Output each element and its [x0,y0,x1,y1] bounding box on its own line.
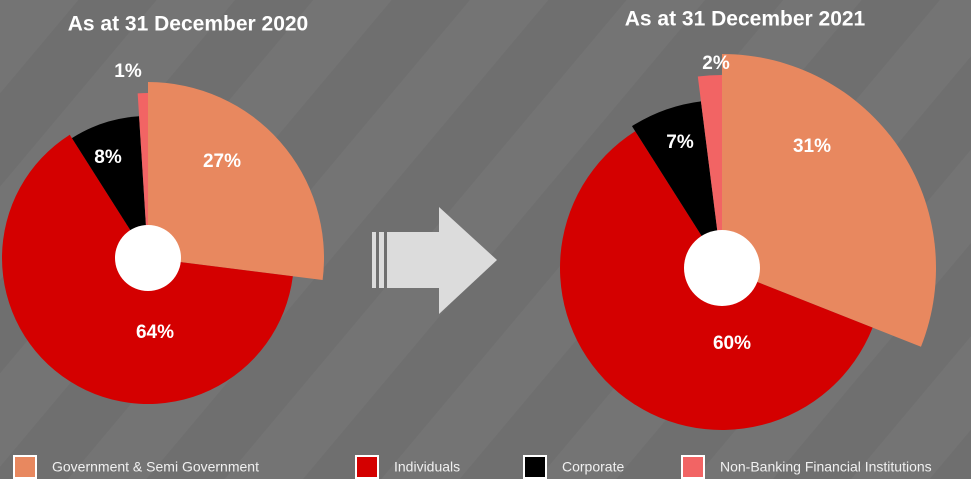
legend-swatch [355,455,379,479]
legend-swatch [13,455,37,479]
legend-swatch [681,455,705,479]
legend-label: Corporate [562,459,624,475]
data-label: 60% [713,333,751,354]
legend-swatch [523,455,547,479]
data-label: 8% [94,147,122,168]
legend-label: Non-Banking Financial Institutions [720,459,932,475]
arrow [372,207,497,314]
data-label: 1% [114,61,142,82]
chart-title: As at 31 December 2020 [68,13,309,36]
data-label: 31% [793,136,831,157]
pie-slice [71,116,148,258]
data-label: 27% [203,151,241,172]
chart-title: As at 31 December 2021 [625,8,866,31]
pie-slice [148,82,324,281]
data-label: 7% [666,132,694,153]
pie-hole [115,225,181,291]
pie-hole [684,230,760,306]
pie-slice [631,101,722,268]
legend-label: Individuals [394,459,460,475]
data-label: 2% [702,53,730,74]
legend-label: Government & Semi Government [52,459,259,475]
pie-slice [722,54,936,347]
data-label: 64% [136,322,174,343]
pie-slice [697,75,722,268]
pie-slice [137,93,148,258]
legend: Government & Semi Government Individuals C… [13,455,932,479]
